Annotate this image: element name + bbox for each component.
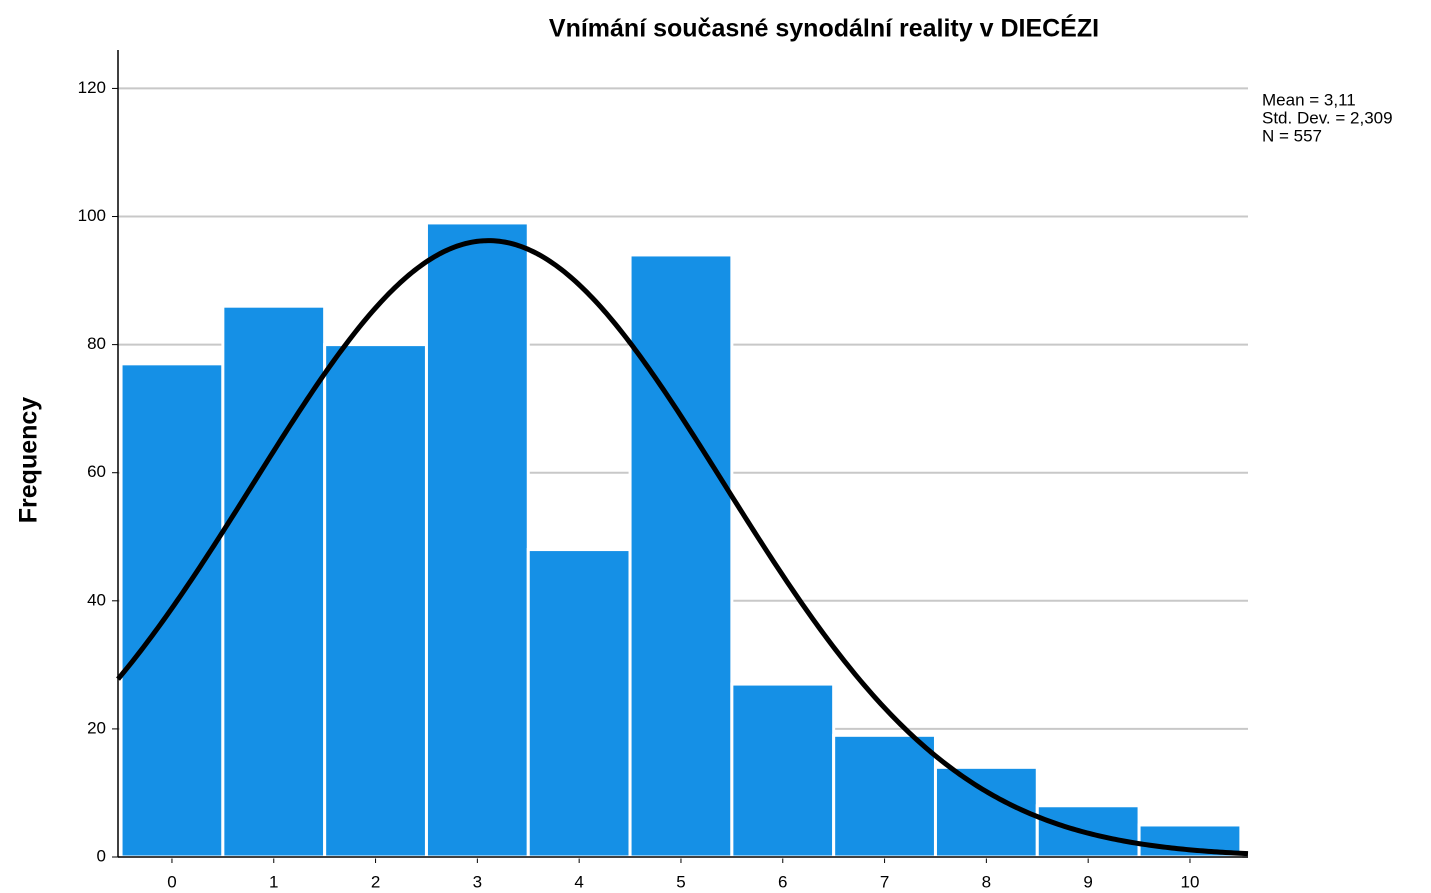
y-tick-label: 80: [87, 334, 106, 353]
bar: [424, 221, 530, 859]
bar: [628, 253, 734, 859]
y-tick-label: 0: [97, 846, 106, 865]
y-axis-label: Frequency: [15, 397, 43, 524]
y-tick-label: 20: [87, 718, 106, 737]
stats-text: Mean = 3,11: [1262, 90, 1356, 109]
y-tick-label: 60: [87, 462, 106, 481]
bar: [730, 682, 836, 859]
stats-text: N = 557: [1262, 126, 1322, 145]
x-tick-label: 0: [167, 872, 176, 891]
bar: [832, 733, 937, 859]
x-tick-label: 7: [880, 872, 889, 891]
x-tick-label: 1: [269, 872, 278, 891]
y-tick-label: 40: [87, 590, 106, 609]
chart-title: Vnímání současné synodální reality v DIE…: [549, 14, 1099, 43]
x-tick-label: 5: [676, 872, 685, 891]
y-tick-label: 100: [78, 206, 106, 225]
x-tick-label: 4: [574, 872, 583, 891]
x-tick-label: 3: [473, 872, 482, 891]
bar: [221, 304, 327, 859]
bar: [323, 343, 428, 859]
x-tick-label: 2: [371, 872, 380, 891]
y-tick-label: 120: [78, 78, 106, 97]
stats-text: Std. Dev. = 2,309: [1262, 108, 1393, 127]
x-tick-label: 10: [1181, 872, 1200, 891]
normal-curve: [116, 238, 1249, 857]
bar: [526, 548, 632, 859]
x-tick-label: 6: [778, 872, 787, 891]
x-tick-label: 9: [1083, 872, 1092, 891]
x-tick-label: 8: [982, 872, 991, 891]
